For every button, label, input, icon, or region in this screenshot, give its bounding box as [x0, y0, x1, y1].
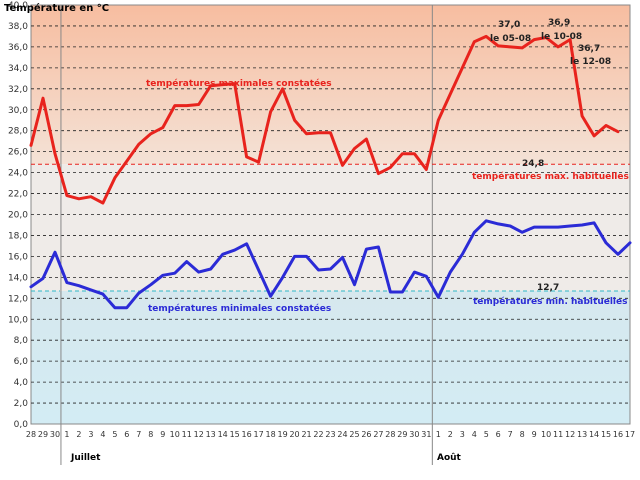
annotation-date-3: le 12-08 — [570, 57, 611, 67]
min-series-label: températures minimales constatées — [148, 303, 331, 314]
x-tick-label: 12 — [565, 430, 575, 439]
x-tick-label: 23 — [325, 430, 335, 439]
y-tick-label: 6,0 — [14, 357, 29, 367]
annotation-date-1: le 05-08 — [490, 34, 531, 44]
x-tick-label: 16 — [242, 430, 252, 439]
x-tick-label: 10 — [170, 430, 180, 439]
x-tick-label: 15 — [230, 430, 240, 439]
x-tick-label: 19 — [277, 430, 287, 439]
month-label-august: Août — [437, 453, 462, 463]
y-tick-label: 34,0 — [8, 64, 28, 74]
warm-zone — [31, 5, 630, 165]
y-tick-label: 28,0 — [8, 127, 28, 137]
y-tick-label: 38,0 — [8, 22, 28, 32]
annotation-value-3: 36,7 — [578, 44, 600, 54]
max-normal-value: 24,8 — [522, 159, 544, 169]
min-normal-label: températures min. habituelles — [473, 296, 627, 307]
y-tick-label: 20,0 — [8, 211, 28, 221]
x-tick-label: 29 — [38, 430, 48, 439]
y-axis: 0,0 2,0 4,0 6,0 8,0 10,0 12,0 14,0 16,0 18,0 20,0 2… — [8, 1, 28, 430]
x-tick-label: 28 — [26, 430, 36, 439]
x-tick-label: 27 — [373, 430, 383, 439]
annotation-value-2: 36,9 — [548, 18, 570, 28]
x-tick-label: 31 — [421, 430, 431, 439]
x-tick-label: 25 — [349, 430, 359, 439]
x-tick-label: 4 — [472, 430, 477, 439]
normal-lines — [31, 163, 630, 292]
x-tick-label: 26 — [361, 430, 371, 439]
x-tick-label: 10 — [541, 430, 551, 439]
y-tick-label: 26,0 — [8, 148, 28, 158]
x-tick-label: 13 — [577, 430, 587, 439]
x-tick-label: 28 — [385, 430, 395, 439]
max-series-label: températures maximales constatées — [146, 78, 332, 89]
x-tick-label: 2 — [76, 430, 81, 439]
y-tick-label: 30,0 — [8, 106, 28, 116]
x-tick-label: 6 — [124, 430, 129, 439]
y-tick-label: 12,0 — [8, 294, 28, 304]
y-tick-label: 14,0 — [8, 273, 28, 283]
y-tick-label: 0,0 — [14, 420, 29, 430]
x-tick-label: 30 — [50, 430, 60, 439]
x-tick-label: 2 — [448, 430, 453, 439]
x-tick-label: 3 — [460, 430, 465, 439]
y-tick-label: 40,0 — [8, 1, 28, 11]
x-tick-label: 9 — [160, 430, 165, 439]
x-tick-label: 9 — [532, 430, 537, 439]
min-normal-value: 12,7 — [537, 283, 559, 293]
x-tick-label: 14 — [218, 430, 228, 439]
x-tick-label: 5 — [484, 430, 489, 439]
x-tick-label: 3 — [88, 430, 93, 439]
chart-title: Température en °C — [4, 2, 109, 14]
x-tick-label: 1 — [436, 430, 441, 439]
plot-background — [30, 4, 631, 425]
x-tick-label: 11 — [182, 430, 192, 439]
y-tick-label: 8,0 — [14, 336, 29, 346]
y-tick-label: 10,0 — [8, 315, 28, 325]
x-tick-label: 14 — [589, 430, 599, 439]
annotation-date-2: le 10-08 — [541, 32, 582, 42]
y-tick-label: 16,0 — [8, 252, 28, 262]
x-axis: 28 29 30 1 2 3 4 5 6 7 8 9 10 11 12 13 14 15 16 17 18 19 20 21 2… — [26, 430, 635, 439]
x-tick-label: 22 — [313, 430, 323, 439]
series-group — [29, 34, 632, 310]
x-tick-label: 5 — [112, 430, 117, 439]
y-tick-label: 22,0 — [8, 190, 28, 200]
max-normal-label: températures max. habituelles — [472, 171, 629, 182]
x-tick-label: 17 — [254, 430, 264, 439]
x-tick-label: 6 — [496, 430, 501, 439]
y-tick-label: 24,0 — [8, 169, 28, 179]
x-tick-label: 11 — [553, 430, 563, 439]
x-tick-label: 13 — [206, 430, 216, 439]
y-tick-label: 4,0 — [14, 378, 29, 388]
y-tick-label: 36,0 — [8, 43, 28, 53]
grid-lines — [31, 5, 630, 465]
min-temp-line — [29, 219, 632, 310]
x-tick-label: 12 — [194, 430, 204, 439]
x-tick-label: 20 — [289, 430, 299, 439]
x-tick-label: 4 — [100, 430, 105, 439]
annotation-value-1: 37,0 — [498, 20, 520, 30]
x-tick-label: 24 — [337, 430, 347, 439]
cold-zone — [31, 290, 630, 424]
x-tick-label: 7 — [136, 430, 141, 439]
y-tick-label: 2,0 — [14, 399, 29, 409]
max-temp-line — [29, 34, 620, 205]
x-tick-label: 1 — [64, 430, 69, 439]
x-tick-label: 8 — [148, 430, 153, 439]
x-tick-label: 30 — [409, 430, 419, 439]
x-tick-label: 7 — [508, 430, 513, 439]
x-tick-label: 21 — [301, 430, 311, 439]
x-tick-label: 17 — [625, 430, 635, 439]
month-label-july: Juillet — [70, 453, 101, 463]
y-tick-label: 18,0 — [8, 231, 28, 241]
x-tick-label: 16 — [613, 430, 623, 439]
y-tick-label: 32,0 — [8, 85, 28, 95]
x-tick-label: 29 — [397, 430, 407, 439]
x-tick-label: 18 — [266, 430, 276, 439]
x-tick-label: 8 — [520, 430, 525, 439]
x-tick-label: 15 — [601, 430, 611, 439]
